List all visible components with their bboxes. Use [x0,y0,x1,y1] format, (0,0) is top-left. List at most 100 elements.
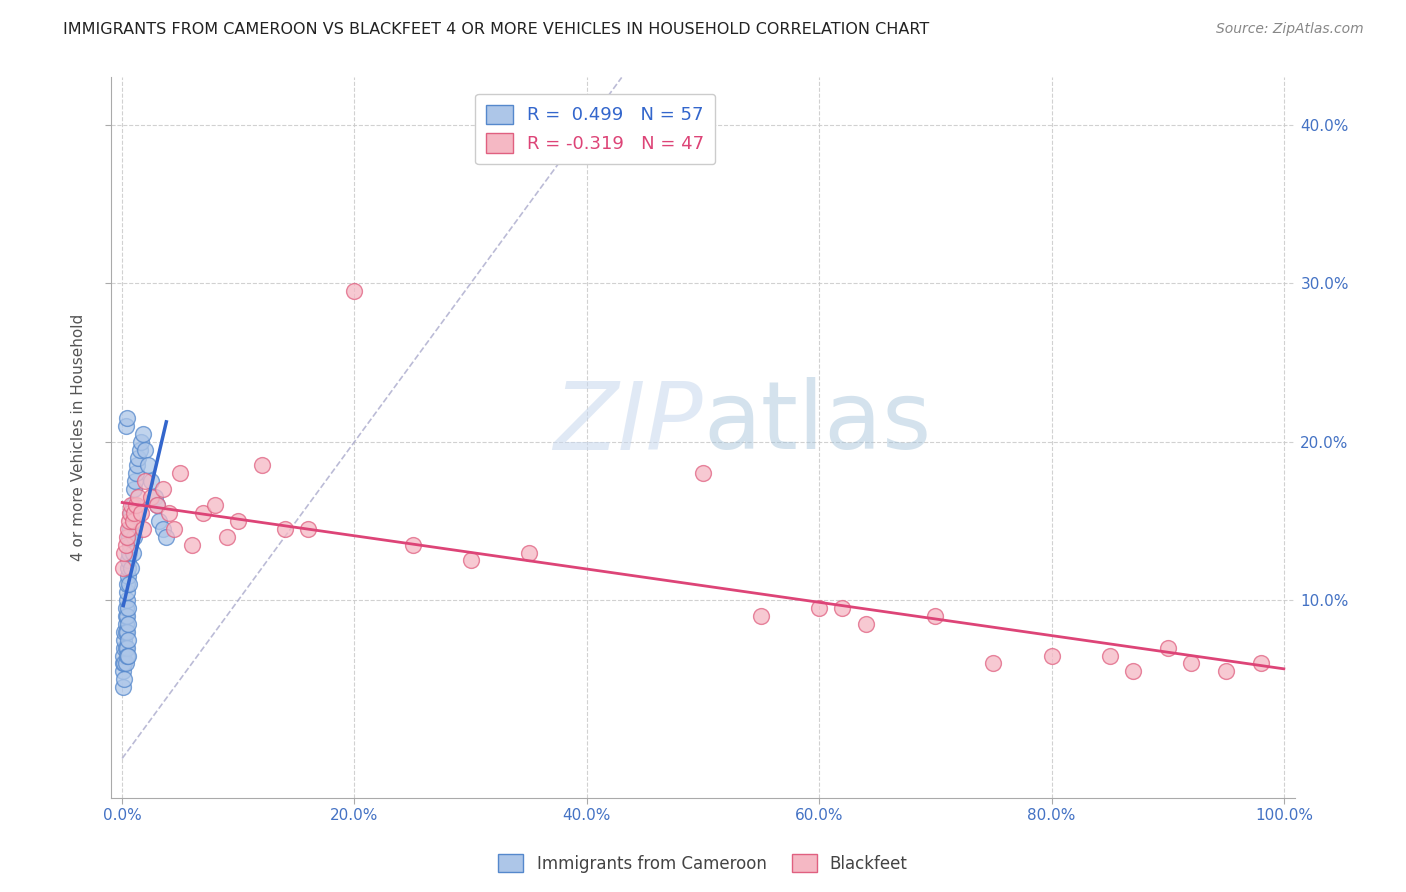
Point [120,506,142,520]
Point [146,498,169,512]
Point [1040,648,1063,663]
Point [228,514,250,528]
Point [128,442,150,457]
Point [1215,665,1237,679]
Point [460,553,482,567]
Point [122,530,145,544]
Point [118,530,141,544]
Point [117,601,139,615]
Point [115,530,138,544]
Point [112,561,135,575]
Point [115,577,138,591]
Point [114,609,136,624]
Point [115,593,138,607]
Point [117,553,139,567]
Point [118,545,141,559]
Point [114,624,136,639]
Point [1180,657,1202,671]
Point [274,522,297,536]
Point [112,657,135,671]
Point [215,530,238,544]
Text: atlas: atlas [703,377,931,469]
Point [855,616,877,631]
Point [129,506,152,520]
Point [115,624,138,639]
Point [117,522,139,536]
Point [343,285,366,299]
Point [112,665,135,679]
Point [1156,640,1178,655]
Point [114,640,136,655]
Point [808,601,831,615]
Point [132,426,155,441]
Point [118,577,141,591]
Point [114,657,136,671]
Point [169,467,191,481]
Point [134,475,156,489]
Point [120,498,142,512]
Point [115,640,138,655]
Point [517,545,540,559]
Point [122,506,145,520]
Point [114,673,136,687]
Point [692,467,714,481]
Point [118,514,141,528]
Text: IMMIGRANTS FROM CAMEROON VS BLACKFEET 4 OR MORE VEHICLES IN HOUSEHOLD CORRELATIO: IMMIGRANTS FROM CAMEROON VS BLACKFEET 4 … [63,22,929,37]
Point [127,490,149,504]
Point [112,648,135,663]
Point [115,609,138,624]
Point [117,561,139,575]
Point [136,458,159,473]
Point [127,458,149,473]
Point [114,418,136,433]
Point [129,434,152,449]
Point [297,522,319,536]
Point [114,624,136,639]
Point [120,506,142,520]
Point [831,601,853,615]
Point [152,522,174,536]
Point [121,498,143,512]
Point [983,657,1005,671]
Point [193,506,215,520]
Point [114,538,136,552]
Point [125,498,148,512]
Legend: R =  0.499   N = 57, R = -0.319   N = 47: R = 0.499 N = 57, R = -0.319 N = 47 [475,94,716,164]
Point [163,522,186,536]
Point [132,522,155,536]
Point [204,498,226,512]
Point [114,632,136,647]
Point [115,648,138,663]
Point [115,585,138,599]
Point [112,680,135,694]
Point [1250,657,1272,671]
Point [155,530,177,544]
Point [121,514,143,528]
Point [146,498,169,512]
Point [1122,665,1144,679]
Point [152,482,174,496]
Point [141,475,163,489]
Point [120,538,142,552]
Point [924,609,946,624]
Point [180,538,202,552]
Point [148,514,170,528]
Legend: Immigrants from Cameroon, Blackfeet: Immigrants from Cameroon, Blackfeet [492,847,914,880]
Point [120,561,142,575]
Point [157,506,180,520]
Point [121,545,143,559]
Point [114,545,136,559]
Point [117,648,139,663]
Point [124,475,146,489]
Point [114,601,136,615]
Point [401,538,423,552]
Text: ZIP: ZIP [554,378,703,469]
Point [143,490,166,504]
Point [1098,648,1121,663]
Point [749,609,772,624]
Y-axis label: 4 or more Vehicles in Household: 4 or more Vehicles in Household [72,314,86,561]
Point [122,482,145,496]
Point [114,616,136,631]
Point [125,467,148,481]
Point [117,616,139,631]
